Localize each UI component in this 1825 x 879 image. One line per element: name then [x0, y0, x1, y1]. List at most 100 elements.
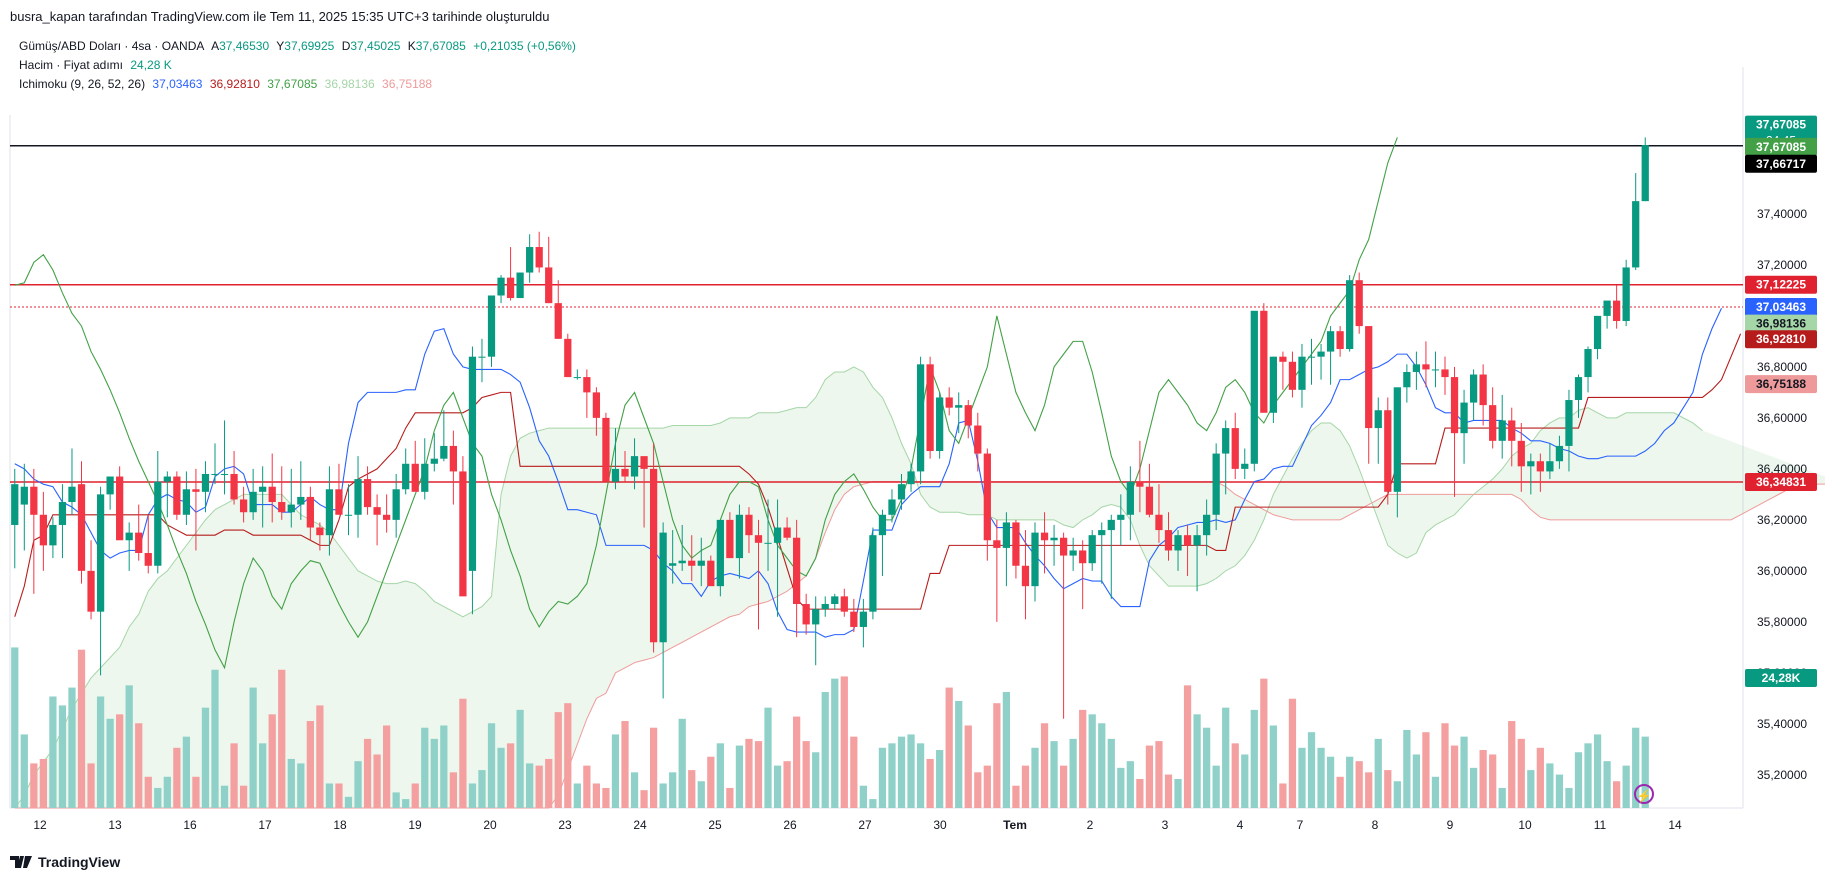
volume-bar	[821, 692, 829, 808]
candle-body	[287, 504, 295, 513]
volume-bar	[535, 765, 543, 808]
price-tag-9-bg	[1745, 669, 1817, 687]
candle-body	[630, 456, 639, 477]
volume-bar	[1279, 783, 1287, 808]
candle-body	[373, 507, 381, 515]
volume-bar	[840, 676, 848, 808]
candle-body	[1508, 420, 1516, 441]
candle-body	[468, 356, 477, 571]
candle-body	[125, 532, 133, 541]
candle-body	[1527, 461, 1535, 467]
volume-bar	[1021, 765, 1030, 808]
ichimoku-cloud	[14, 366, 1825, 808]
x-tick-label: 4	[1237, 818, 1244, 832]
candle-body	[1164, 530, 1173, 551]
volume-bar	[1059, 765, 1068, 808]
volume-bar	[20, 734, 28, 808]
candle-body	[1555, 445, 1564, 462]
candle-body	[230, 473, 238, 500]
volume-bar	[773, 765, 782, 808]
volume-bar	[1593, 734, 1602, 808]
volume-bar	[58, 705, 67, 808]
price-tag-3-bg	[1745, 275, 1817, 294]
candle-body	[669, 563, 677, 566]
candle-body	[1450, 377, 1459, 434]
volume-bar	[430, 738, 438, 808]
volume-bar	[726, 787, 734, 808]
price-tag-label: 37,66717	[1756, 157, 1806, 171]
candle-body	[335, 489, 343, 515]
candle-body	[897, 484, 906, 500]
candle-body	[1393, 387, 1401, 492]
volume-bar	[564, 703, 572, 808]
volume-bar	[1384, 770, 1392, 808]
volume-bar	[1212, 765, 1220, 808]
candle-body	[936, 397, 944, 452]
volume-bar	[373, 754, 381, 808]
volume-bar	[1203, 727, 1211, 808]
candle-body	[1355, 280, 1363, 327]
volume-bar	[545, 758, 553, 808]
candle-body	[1040, 532, 1049, 541]
volume-label[interactable]: Hacim · Fiyat adımı	[19, 58, 124, 72]
volume-bar	[468, 783, 477, 808]
volume-bar	[411, 783, 419, 808]
volume-bar	[68, 687, 76, 808]
volume-bar	[211, 669, 219, 808]
candle-body	[1231, 428, 1239, 469]
candle-body	[707, 560, 715, 587]
volume-bar	[1641, 736, 1649, 808]
volume-bar	[1288, 698, 1297, 808]
candle-body	[1565, 400, 1573, 446]
flash-icon[interactable]: ⚡	[1634, 784, 1654, 804]
volume-bar	[859, 785, 867, 808]
volume-bar	[335, 783, 343, 808]
y-tick-label: 37,20000	[1757, 258, 1807, 272]
volume-bar	[1613, 781, 1621, 808]
volume-bar	[1222, 707, 1230, 808]
volume-bar	[354, 761, 362, 808]
volume-bar	[1107, 738, 1115, 808]
candle-body	[964, 405, 972, 426]
volume-bar	[182, 736, 191, 808]
candle-body	[697, 560, 705, 566]
volume-bar	[1098, 723, 1106, 808]
volume-bar	[1479, 750, 1487, 808]
candle-body	[1498, 420, 1506, 441]
candle-body	[1212, 453, 1220, 515]
x-tick-label: 17	[258, 818, 272, 832]
candle-body	[363, 479, 372, 508]
volume-bar	[1079, 709, 1087, 808]
candle-body	[1517, 440, 1525, 467]
x-tick-label: 10	[1518, 818, 1532, 832]
volume-bar	[869, 799, 877, 808]
candle-body	[1336, 331, 1344, 350]
volume-bar	[1002, 692, 1011, 808]
close-label: K	[407, 39, 416, 53]
volume-bar	[506, 743, 515, 808]
candle-body	[869, 535, 877, 612]
price-tag-7-bg	[1745, 375, 1817, 394]
candle-body	[888, 499, 896, 515]
volume-bar	[926, 758, 934, 808]
candle-body	[106, 476, 114, 495]
volume-bar	[459, 698, 467, 808]
ichimoku-tenkan-value: 37,03463	[152, 77, 203, 91]
candle-body	[440, 445, 448, 459]
symbol-name[interactable]: Gümüş/ABD Doları · 4sa · OANDA	[19, 39, 205, 53]
ichimoku-label[interactable]: Ichimoku (9, 26, 52, 26)	[19, 77, 146, 91]
volume-bar	[1183, 685, 1192, 808]
candle-body	[1632, 201, 1640, 268]
candle-body	[1574, 377, 1583, 401]
volume-bar	[516, 709, 524, 808]
x-tick-label: 30	[933, 818, 947, 832]
tradingview-logo[interactable]: TradingView	[10, 854, 120, 870]
volume-bar	[554, 712, 562, 808]
candle-body	[850, 611, 858, 627]
volume-bar	[230, 743, 238, 808]
ichimoku-legend: Ichimoku (9, 26, 52, 26) 37,03463 36,928…	[19, 75, 436, 94]
volume-bar	[1012, 785, 1020, 808]
candle-body	[993, 540, 1001, 548]
candle-body	[1346, 280, 1354, 350]
